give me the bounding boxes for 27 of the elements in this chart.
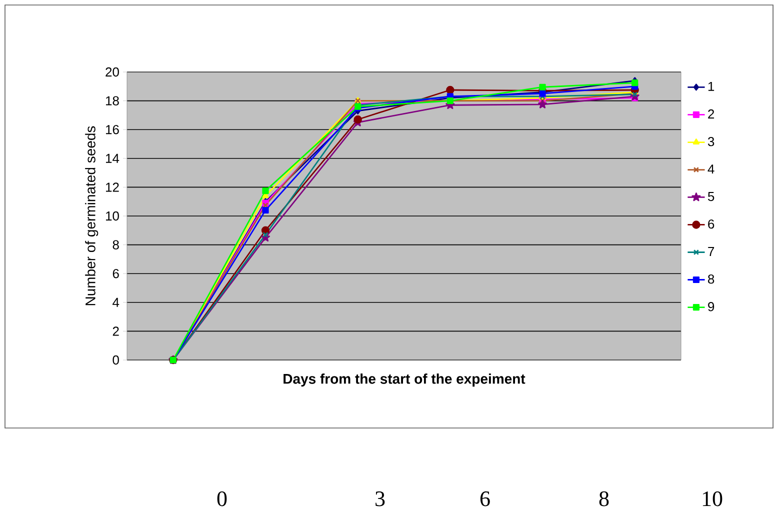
y-tick-label: 20 [106,67,119,77]
text: 8 [599,491,609,506]
x-axis-title: Days from the start of the expeiment [284,374,526,387]
y-tick-label: 0 [112,355,119,365]
y-axis-title: Number of germinated seeds [85,126,98,306]
legend-label: 8 [708,274,714,284]
y-tick-label: 8 [112,240,119,250]
text: 0 [217,491,227,506]
text: 3 [376,491,385,506]
y-tick-label: 16 [106,124,119,134]
legend-label: 3 [708,136,714,146]
y-tick-label: 10 [106,211,119,221]
text: 6 [480,491,490,506]
y-tick-label: 14 [106,154,120,163]
legend-label: 1 [708,82,714,91]
y-tick-label: 2 [112,326,119,336]
y-tick-label: 4 [112,298,120,307]
legend-label: 6 [708,219,714,229]
legend-label: 4 [708,164,714,174]
legend-label: 5 [708,192,714,202]
y-tick-label: 18 [106,96,119,106]
legend-label: 2 [708,109,714,118]
legend-label: 9 [708,302,714,312]
text: 10 [702,491,722,506]
y-tick-label: 6 [112,268,119,278]
y-tick-label: 12 [106,182,119,192]
legend-label: 7 [708,247,714,256]
